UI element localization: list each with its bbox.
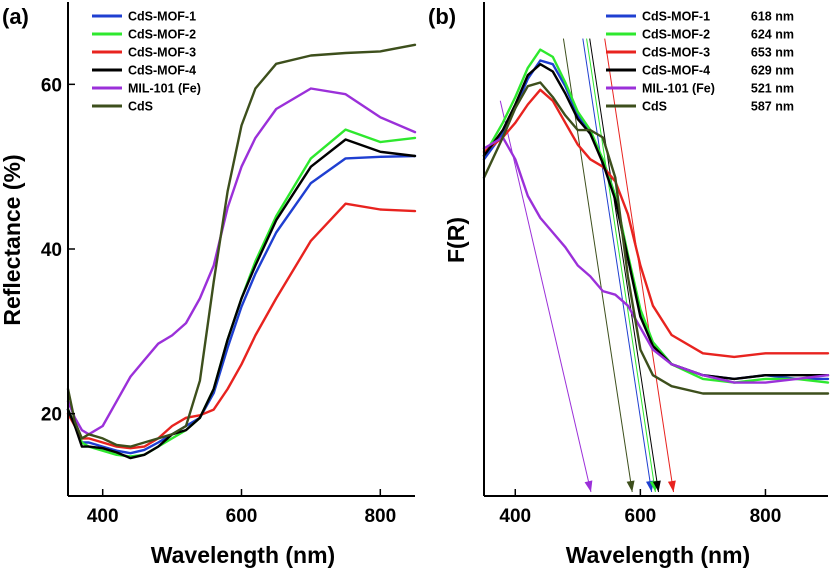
- panel-a-x-tick-label: 600: [226, 506, 258, 527]
- panel-b-legend-label: CdS: [642, 100, 667, 114]
- panel-a-legend-label: CdS-MOF-3: [128, 46, 196, 60]
- panel-b-legend-edge-value: 521 nm: [751, 82, 794, 96]
- panel-a-legend: CdS-MOF-1 CdS-MOF-2 CdS-MOF-3 CdS-MOF-4 MIL-…: [92, 10, 201, 114]
- panel-b-series-mil-101-fe: [482, 136, 830, 384]
- panel-b-series-group: [482, 48, 830, 395]
- panel-a-ticks: 400 600 800 20 40 60: [41, 75, 396, 527]
- panel-b-legend-edge-value: 629 nm: [751, 64, 794, 78]
- panel-b-arrowhead-mil-101-fe: [584, 480, 593, 492]
- panel-b-legend-label: CdS-MOF-3: [642, 46, 710, 60]
- panel-b-series-cds-mof-4: [482, 63, 830, 381]
- panel-a-series-cds: [66, 43, 417, 448]
- panel-b-legend-edge-value: 653 nm: [751, 46, 794, 60]
- panel-b-legend-label: CdS-MOF-4: [642, 64, 710, 78]
- panel-b-series-cds-mof-3: [482, 88, 830, 359]
- panel-b-legend-label: MIL-101 (Fe): [642, 82, 715, 96]
- panel-b-x-tick-label: 400: [499, 506, 531, 527]
- panel-b-legend-edge-value: 587 nm: [751, 100, 794, 114]
- panel-b-tangent-cds-mof-1: [582, 38, 653, 493]
- panel-a-legend-label: MIL-101 (Fe): [128, 82, 201, 96]
- panel-a-y-axis-title: Reflectance (%): [0, 154, 25, 325]
- panel-a-series-cds-mof-4: [66, 138, 417, 460]
- panel-b-arrowhead-cds: [626, 480, 635, 492]
- panel-b-legend-label: CdS-MOF-1: [642, 10, 710, 24]
- panel-a: (a) 400 600 800 20 40 60 Wavelength (nm) Refl…: [0, 2, 417, 568]
- panel-b-tangent-lines: [499, 38, 676, 493]
- panel-a-y-tick-label: 20: [41, 405, 62, 426]
- panel-a-series-cds-mof-2: [66, 128, 417, 458]
- panel-b-tangent-cds-mof-4: [589, 38, 659, 493]
- panel-b-label: (b): [428, 4, 456, 29]
- panel-b-x-tick-label: 800: [750, 506, 782, 527]
- panel-b-tangent-cds-mof-2: [586, 38, 656, 493]
- panel-b-x-axis-title: Wavelength (nm): [566, 542, 750, 568]
- panel-a-y-tick-label: 60: [41, 75, 62, 96]
- panel-b-legend-label: CdS-MOF-2: [642, 28, 710, 42]
- panel-a-legend-label: CdS-MOF-2: [128, 28, 196, 42]
- panel-b-ticks: 400 600 800: [499, 489, 781, 527]
- panel-a-y-tick-label: 40: [41, 240, 62, 261]
- panel-a-label: (a): [2, 4, 29, 29]
- panel-b-legend-edge-value: 624 nm: [751, 28, 794, 42]
- panel-a-x-tick-label: 800: [364, 506, 396, 527]
- panel-a-legend-label: CdS: [128, 100, 153, 114]
- panel-b-tangent-cds-mof-3: [604, 38, 675, 493]
- panel-b-legend: CdS-MOF-1 618 nm CdS-MOF-2 624 nm CdS-MOF-3 6…: [606, 10, 794, 114]
- panel-a-x-tick-label: 400: [87, 506, 119, 527]
- panel-b-arrowhead-cds-mof-3: [667, 480, 676, 492]
- panel-b-series-cds: [482, 81, 830, 395]
- panel-a-series-mil-101-fe: [66, 87, 417, 436]
- panel-a-series-group: [66, 43, 417, 460]
- panel-a-series-cds-mof-3: [66, 202, 417, 450]
- panel-b-tangent-mil-101-fe: [499, 100, 592, 493]
- panel-b-x-tick-label: 600: [625, 506, 657, 527]
- panel-a-x-axis-title: Wavelength (nm): [151, 542, 335, 568]
- panel-a-legend-label: CdS-MOF-1: [128, 10, 196, 24]
- panel-a-series-cds-mof-1: [66, 154, 417, 455]
- panel-a-legend-label: CdS-MOF-4: [128, 64, 196, 78]
- panel-b-legend-edge-value: 618 nm: [751, 10, 794, 24]
- panel-b-y-axis-title: F(R): [443, 217, 469, 263]
- panel-b: (b) 400 600 800 Wavelength (nm) F(R) CdS-M…: [428, 2, 830, 568]
- panel-b-arrowhead-cds-mof-4: [652, 480, 661, 492]
